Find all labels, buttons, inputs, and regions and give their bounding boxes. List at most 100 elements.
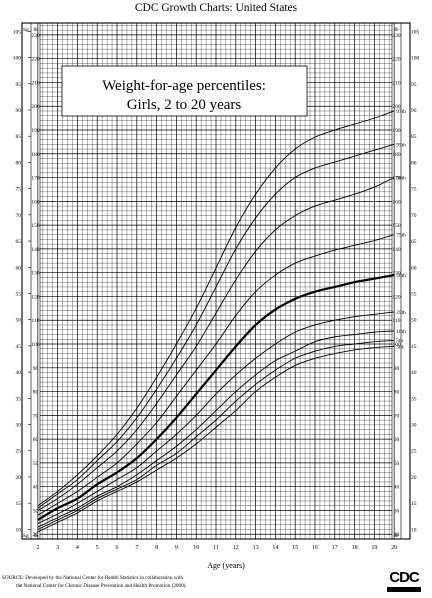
percentile-curve-10th	[37, 330, 395, 528]
lb-tick-label-left: 150	[31, 223, 40, 229]
age-tick-label: 9	[175, 545, 178, 551]
source-line-2: the National Center for Chronic Disease …	[16, 583, 187, 589]
percentile-label-75th: 75th	[396, 233, 406, 239]
kg-tick-label-right: 85	[411, 134, 417, 140]
lb-tick-label-left: 180	[31, 152, 40, 158]
cdc-logo-bar	[387, 587, 421, 592]
age-tick-label: 14	[272, 545, 278, 551]
kg-tick-label-right: 105	[411, 29, 420, 35]
lb-tick-label-right: 130	[392, 271, 401, 277]
lb-tick-label-right: 80	[394, 390, 400, 396]
subtitle-box: Weight-for-age percentiles: Girls, 2 to …	[61, 65, 308, 117]
kg-tick-label-right: 10	[411, 527, 417, 533]
lb-tick-label-left: 20	[33, 532, 39, 538]
lb-tick-label-left: 30	[33, 508, 39, 514]
lb-tick-label-left: 130	[31, 271, 40, 277]
kg-tick-label: 60	[16, 265, 22, 271]
kg-tick-label-right: 60	[411, 265, 417, 271]
lb-tick-label-right: 230	[392, 33, 401, 39]
kg-tick-label: 90	[16, 108, 22, 114]
subtitle-line-1: Weight-for-age percentiles:	[102, 78, 266, 94]
subtitle-line-2: Girls, 2 to 20 years	[127, 97, 242, 113]
kg-tick-label-right: 95	[411, 82, 417, 88]
percentile-label-3rd: 3rd	[396, 344, 404, 350]
age-tick-label: 17	[332, 545, 338, 551]
lb-tick-label-left: 140	[31, 247, 40, 253]
kg-tick-label-right: 80	[411, 160, 417, 166]
age-tick-label: 13	[253, 545, 259, 551]
kg-tick-label: 45	[16, 344, 22, 350]
kg-tick-label-right: 65	[411, 239, 417, 245]
lb-tick-label-left: 220	[31, 57, 40, 63]
kg-tick-label-right: 40	[411, 370, 417, 376]
lb-tick-label-right: 100	[392, 342, 401, 348]
kg-tick-label: 55	[16, 291, 22, 297]
lb-tick-label-left: 100	[31, 342, 40, 348]
subtitle-background	[61, 65, 308, 117]
age-tick-label: 10	[193, 545, 199, 551]
lb-tick-label-left: 90	[33, 366, 39, 372]
age-tick-label: 15	[292, 545, 298, 551]
kg-tick-label-right: 25	[411, 449, 417, 455]
kg-tick-label: 50	[16, 318, 22, 324]
lb-tick-label-left: 110	[31, 318, 39, 324]
percentile-curve-5th	[37, 340, 395, 530]
kg-tick-label: 100	[13, 56, 22, 62]
source-note: SOURCE: Developed by the National Center…	[2, 574, 187, 590]
age-tick-label: 3	[56, 545, 59, 551]
lb-tick-label-right: 170	[392, 176, 401, 182]
kg-tick-label-right: 75	[411, 187, 417, 193]
lb-tick-label-left: 80	[33, 390, 39, 396]
kg-tick-label-right: 35	[411, 396, 417, 402]
kg-tick-label-right: 50	[411, 318, 417, 324]
age-tick-label: 5	[96, 545, 99, 551]
lb-tick-label-left: 210	[31, 80, 40, 86]
lb-tick-label-right: 30	[394, 508, 400, 514]
kg-tick-label-right: 30	[411, 423, 417, 429]
unit-label-lb-top-right: lb	[394, 27, 399, 33]
age-tick-label: 2	[36, 545, 39, 551]
age-tick-label: 18	[352, 545, 358, 551]
kg-tick-label: 20	[16, 475, 22, 481]
lb-tick-label-right: 160	[392, 199, 401, 205]
kg-tick-label: 25	[16, 449, 22, 455]
percentile-curve-75th	[37, 234, 395, 516]
lb-tick-label-right: 180	[392, 152, 401, 158]
kg-tick-label-right: 55	[411, 291, 417, 297]
lb-tick-label-right: 110	[392, 318, 400, 324]
age-tick-label: 19	[371, 545, 377, 551]
kg-tick-label: 10	[16, 527, 22, 533]
percentile-label-5th: 5th	[396, 338, 403, 344]
age-tick-label: 6	[116, 545, 119, 551]
lb-tick-label-right: 150	[392, 223, 401, 229]
kg-tick-label-right: 20	[411, 475, 417, 481]
x-axis-label: Age (years)	[207, 561, 245, 570]
kg-tick-label-right: 45	[411, 344, 417, 350]
percentile-label-10th: 10th	[396, 329, 406, 335]
age-tick-label: 16	[312, 545, 318, 551]
percentile-label-25th: 25th	[396, 310, 406, 316]
lb-tick-label-left: 170	[31, 176, 40, 182]
percentile-curve-97th	[37, 110, 395, 507]
unit-label-lb-bottom-right: lb	[394, 533, 399, 539]
age-tick-label: 4	[76, 545, 79, 551]
percentile-curve-25th	[37, 311, 395, 524]
cdc-logo-mark: CDC	[389, 569, 420, 586]
kg-tick-label: 65	[16, 239, 22, 245]
lb-tick-label-right: 70	[394, 413, 400, 419]
kg-tick-label: 75	[16, 187, 22, 193]
lb-tick-label-left: 190	[31, 128, 40, 134]
age-tick-label: 8	[155, 545, 158, 551]
kg-tick-label: 85	[16, 134, 22, 140]
age-tick-label: 11	[213, 545, 219, 551]
lb-tick-label-left: 60	[33, 437, 39, 443]
cdc-logo: CDC	[384, 570, 424, 596]
lb-tick-label-right: 200	[392, 104, 401, 110]
kg-tick-label: 35	[16, 396, 22, 402]
percentile-curve-3rd	[37, 345, 395, 533]
lb-tick-label-right: 90	[394, 366, 400, 372]
kg-tick-label: 80	[16, 160, 22, 166]
kg-tick-label-right: 70	[411, 213, 417, 219]
kg-tick-label: 15	[16, 501, 22, 507]
